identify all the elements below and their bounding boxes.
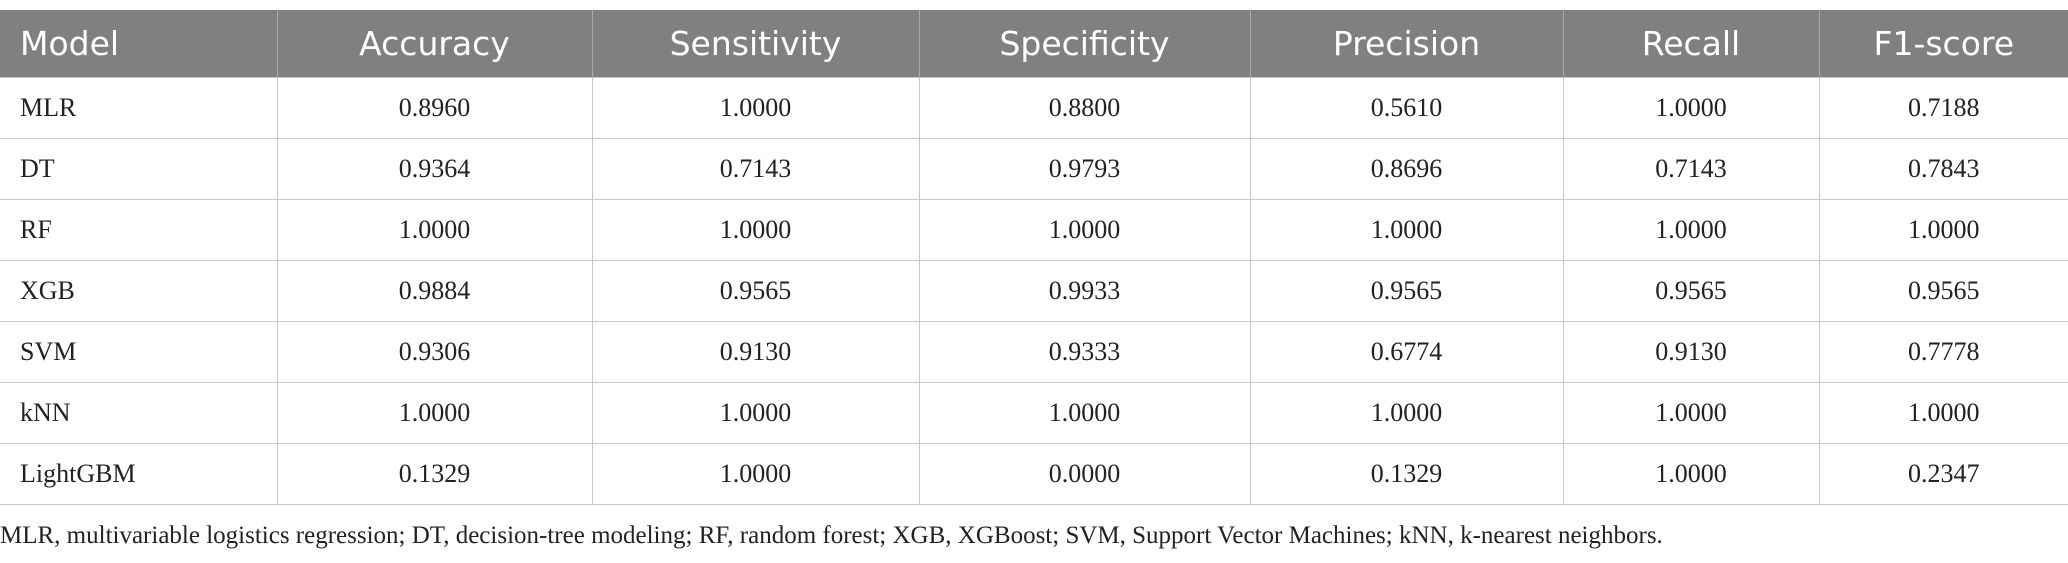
value-cell: 0.1329 (1249, 443, 1564, 505)
header-cell: Sensitivity (591, 10, 919, 78)
header-cell: Accuracy (276, 10, 592, 78)
model-cell: LightGBM (0, 443, 278, 505)
results-table: Model Accuracy Sensitivity Specificity Preci… (0, 10, 2068, 505)
value-cell: 1.0000 (591, 382, 920, 444)
value-cell: 1.0000 (918, 382, 1251, 444)
value-cell: 0.5610 (1249, 77, 1564, 139)
value-cell: 0.7143 (591, 138, 920, 200)
table-row: MLR 0.8960 1.0000 0.8800 0.5610 1.0000 0.7188 (0, 77, 2068, 139)
value-cell: 1.0000 (591, 77, 920, 139)
table-row: SVM 0.9306 0.9130 0.9333 0.6774 0.9130 0.7778 (0, 321, 2068, 383)
table-row: XGB 0.9884 0.9565 0.9933 0.9565 0.9565 0.9565 (0, 260, 2068, 322)
value-cell: 0.9364 (276, 138, 593, 200)
value-cell: 0.9306 (276, 321, 593, 383)
table-body: MLR 0.8960 1.0000 0.8800 0.5610 1.0000 0.7188 D… (0, 77, 2068, 505)
value-cell: 0.9884 (276, 260, 593, 322)
header-cell: Precision (1249, 10, 1563, 78)
value-cell: 0.8696 (1249, 138, 1564, 200)
value-cell: 1.0000 (1562, 77, 1820, 139)
table-row: DT 0.9364 0.7143 0.9793 0.8696 0.7143 0.7843 (0, 138, 2068, 200)
value-cell: 1.0000 (1562, 443, 1820, 505)
header-cell: Recall (1562, 10, 1819, 78)
value-cell: 0.9130 (1562, 321, 1820, 383)
value-cell: 0.2347 (1818, 443, 2068, 505)
header-row: Model Accuracy Sensitivity Specificity Preci… (0, 10, 2068, 78)
value-cell: 0.9793 (918, 138, 1251, 200)
value-cell: 0.9565 (1818, 260, 2068, 322)
value-cell: 0.9565 (591, 260, 920, 322)
value-cell: 1.0000 (1818, 382, 2068, 444)
value-cell: 0.9130 (591, 321, 920, 383)
value-cell: 0.9333 (918, 321, 1251, 383)
value-cell: 0.1329 (276, 443, 593, 505)
model-cell: MLR (0, 77, 278, 139)
value-cell: 1.0000 (591, 199, 920, 261)
header-cell: Specificity (918, 10, 1250, 78)
value-cell: 0.9933 (918, 260, 1251, 322)
value-cell: 1.0000 (1562, 199, 1820, 261)
value-cell: 1.0000 (1249, 382, 1564, 444)
model-cell: XGB (0, 260, 278, 322)
value-cell: 0.7188 (1818, 77, 2068, 139)
value-cell: 0.8800 (918, 77, 1251, 139)
value-cell: 1.0000 (591, 443, 920, 505)
table-row: RF 1.0000 1.0000 1.0000 1.0000 1.0000 1.0000 (0, 199, 2068, 261)
value-cell: 0.7778 (1818, 321, 2068, 383)
footnote: MLR, multivariable logistics regression;… (0, 522, 1663, 549)
value-cell: 1.0000 (1249, 199, 1564, 261)
value-cell: 1.0000 (918, 199, 1251, 261)
value-cell: 0.8960 (276, 77, 593, 139)
header-cell: Model (0, 10, 277, 78)
model-cell: RF (0, 199, 278, 261)
value-cell: 0.7843 (1818, 138, 2068, 200)
value-cell: 0.9565 (1562, 260, 1820, 322)
value-cell: 0.0000 (918, 443, 1251, 505)
value-cell: 1.0000 (276, 199, 593, 261)
value-cell: 0.7143 (1562, 138, 1820, 200)
value-cell: 0.6774 (1249, 321, 1564, 383)
model-cell: SVM (0, 321, 278, 383)
value-cell: 0.9565 (1249, 260, 1564, 322)
value-cell: 1.0000 (276, 382, 593, 444)
value-cell: 1.0000 (1818, 199, 2068, 261)
model-cell: DT (0, 138, 278, 200)
header-cell: F1-score (1818, 10, 2068, 78)
model-cell: kNN (0, 382, 278, 444)
value-cell: 1.0000 (1562, 382, 1820, 444)
table-row: LightGBM 0.1329 1.0000 0.0000 0.1329 1.0000 0.… (0, 443, 2068, 505)
table-row: kNN 1.0000 1.0000 1.0000 1.0000 1.0000 1.0000 (0, 382, 2068, 444)
